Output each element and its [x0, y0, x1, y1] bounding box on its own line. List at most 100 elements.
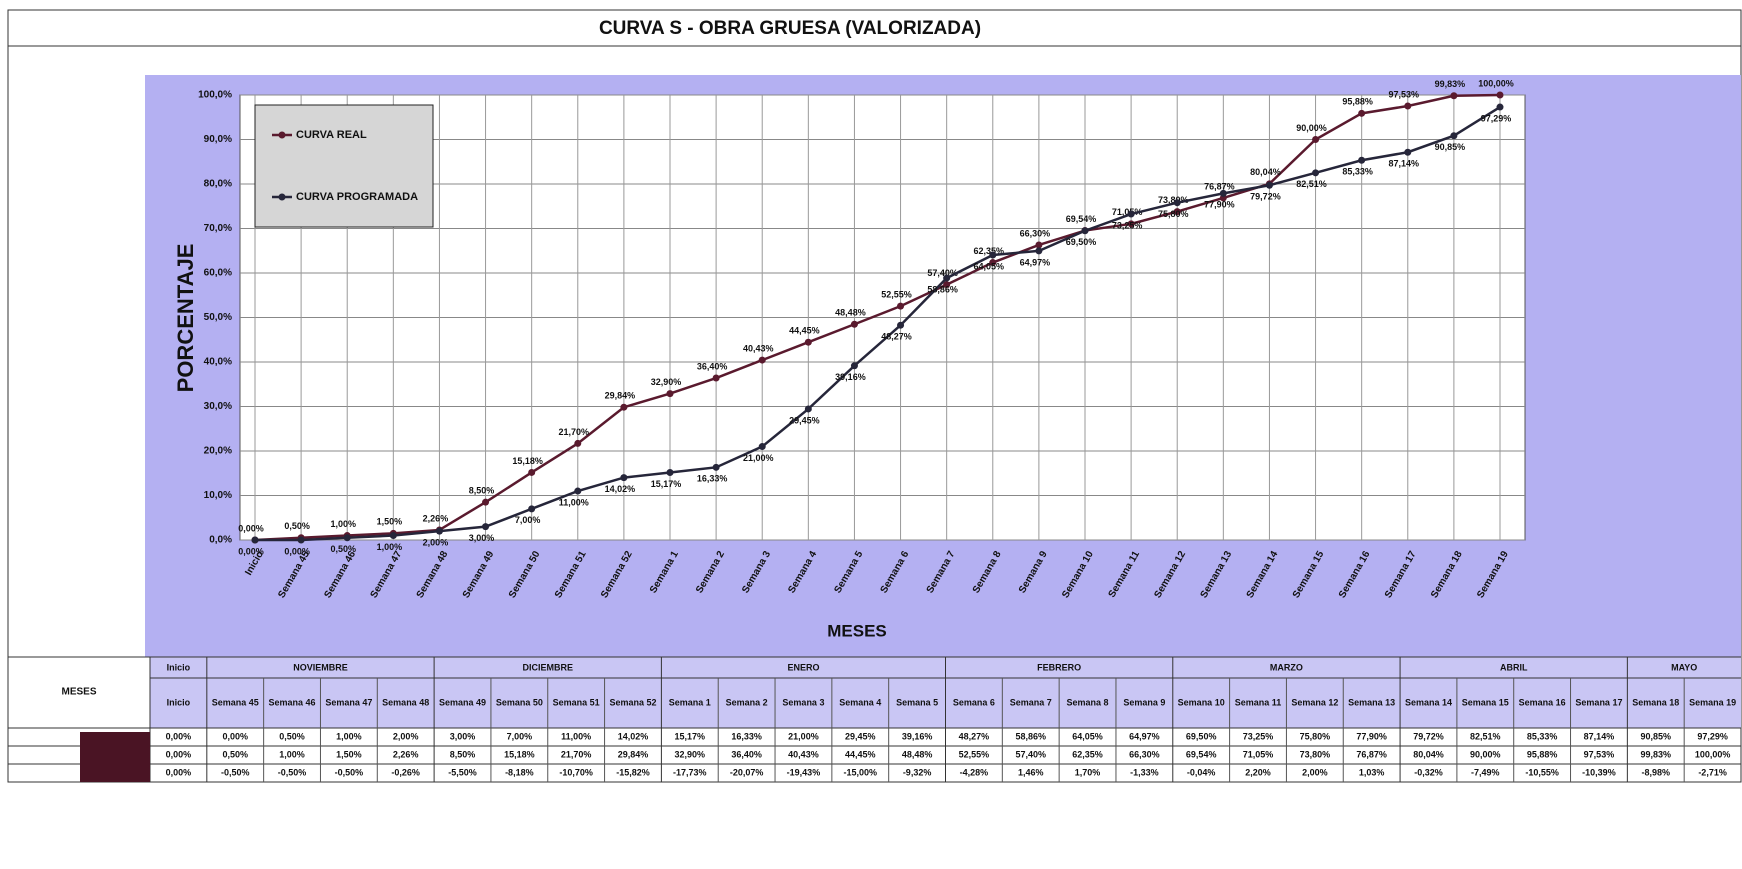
cell: 99,83% [1641, 749, 1672, 759]
point [897, 321, 905, 329]
data-label: 32,90% [651, 377, 682, 387]
cell: -10,70% [559, 767, 593, 777]
week-label: Semana 12 [1291, 697, 1338, 707]
cell: 0,50% [279, 731, 305, 741]
data-label: 7,00% [515, 515, 541, 525]
cell: 97,53% [1584, 749, 1615, 759]
cell: 64,05% [1072, 731, 1103, 741]
point [1081, 227, 1089, 235]
data-label: 52,55% [881, 290, 912, 300]
cell: -7,49% [1471, 767, 1500, 777]
y-tick-label: 30,0% [204, 401, 232, 412]
point [343, 534, 351, 542]
cell: 87,14% [1584, 731, 1615, 741]
cell: -0,50% [335, 767, 364, 777]
point [758, 443, 766, 451]
cell: -5,50% [448, 767, 477, 777]
cell: 16,33% [731, 731, 762, 741]
cell: 7,00% [507, 731, 533, 741]
month-label: FEBRERO [1037, 662, 1081, 672]
data-label: 99,83% [1435, 79, 1466, 89]
week-label: Semana 6 [953, 697, 995, 707]
y-tick-label: 70,0% [204, 223, 232, 234]
legend [254, 104, 434, 228]
point [1127, 210, 1135, 218]
cell: -19,43% [787, 767, 821, 777]
data-label: 75,80% [1158, 209, 1189, 219]
week-label: Semana 16 [1519, 697, 1566, 707]
week-label: Semana 45 [212, 697, 259, 707]
cell: 79,72% [1413, 731, 1444, 741]
point [804, 405, 812, 413]
month-label: MARZO [1270, 662, 1303, 672]
point [251, 536, 259, 544]
point [389, 532, 397, 540]
cell: 36,40% [731, 749, 762, 759]
data-label: 40,43% [743, 343, 774, 353]
data-label: 0,00% [238, 546, 264, 556]
y-tick-label: 90,0% [204, 134, 232, 145]
week-label: Semana 51 [553, 697, 600, 707]
data-label: 66,30% [1020, 228, 1051, 238]
month-label: DICIEMBRE [522, 662, 573, 672]
week-label: Semana 15 [1462, 697, 1509, 707]
data-label: 48,48% [835, 308, 866, 318]
week-label: Semana 9 [1123, 697, 1165, 707]
y-tick-label: 100,0% [198, 90, 232, 101]
point [1312, 136, 1320, 143]
cell: 95,88% [1527, 749, 1558, 759]
cell: 71,05% [1243, 749, 1274, 759]
cell: 69,54% [1186, 749, 1217, 759]
data-label: 100,00% [1478, 78, 1514, 88]
y-tick-label: 50,0% [204, 312, 232, 323]
cell: -0,32% [1414, 767, 1443, 777]
cell: -2,71% [1698, 767, 1727, 777]
data-label: 8,50% [469, 486, 495, 496]
y-tick-label: 0,0% [209, 535, 232, 546]
cell: 48,27% [959, 731, 990, 741]
data-label: 80,04% [1250, 167, 1281, 177]
table: MESES Inicio Inicio NOVIEMBRE Semana 45 Seman… [7, 656, 1742, 783]
legend-items: CURVA REAL CURVA PROGRAMADA [272, 129, 418, 203]
data-label: 0,50% [330, 544, 356, 554]
data-label: 0,00% [284, 546, 310, 556]
week-label: Semana 47 [325, 697, 372, 707]
data-label: 44,45% [789, 326, 820, 336]
cell: 82,51% [1470, 731, 1501, 741]
point [1358, 109, 1366, 117]
cell: 1,00% [279, 749, 305, 759]
cell: 100,00% [1695, 749, 1731, 759]
week-label: Semana 50 [496, 697, 543, 707]
point [1219, 189, 1227, 197]
cell: 75,80% [1300, 731, 1331, 741]
cell: -8,98% [1642, 767, 1671, 777]
cell: 73,80% [1300, 749, 1331, 759]
logo [80, 732, 150, 782]
cell: 1,03% [1359, 767, 1385, 777]
cell: 2,20% [1245, 767, 1271, 777]
point [666, 468, 674, 476]
data-label: 15,18% [512, 456, 543, 466]
point [1404, 148, 1412, 156]
point [482, 498, 490, 506]
data-label: 71,05% [1112, 207, 1143, 217]
y-tick-label: 60,0% [204, 268, 232, 279]
week-label: Semana 13 [1348, 697, 1395, 707]
cell: -10,39% [1582, 767, 1616, 777]
point [850, 320, 858, 328]
week-label: Semana 19 [1689, 697, 1736, 707]
data-label: 29,84% [605, 391, 636, 401]
cell: 62,35% [1072, 749, 1103, 759]
cell: 1,00% [336, 731, 362, 741]
week-label: Semana 2 [726, 697, 768, 707]
point [712, 463, 720, 471]
cell: 0,00% [222, 731, 248, 741]
point [1312, 169, 1320, 177]
cell: 11,00% [561, 731, 591, 741]
week-label: Semana 1 [669, 697, 711, 707]
data-label: 0,00% [238, 523, 264, 533]
data-label: 85,33% [1342, 167, 1373, 177]
data-label: 14,02% [605, 484, 636, 494]
point [620, 403, 628, 411]
point [943, 274, 951, 282]
